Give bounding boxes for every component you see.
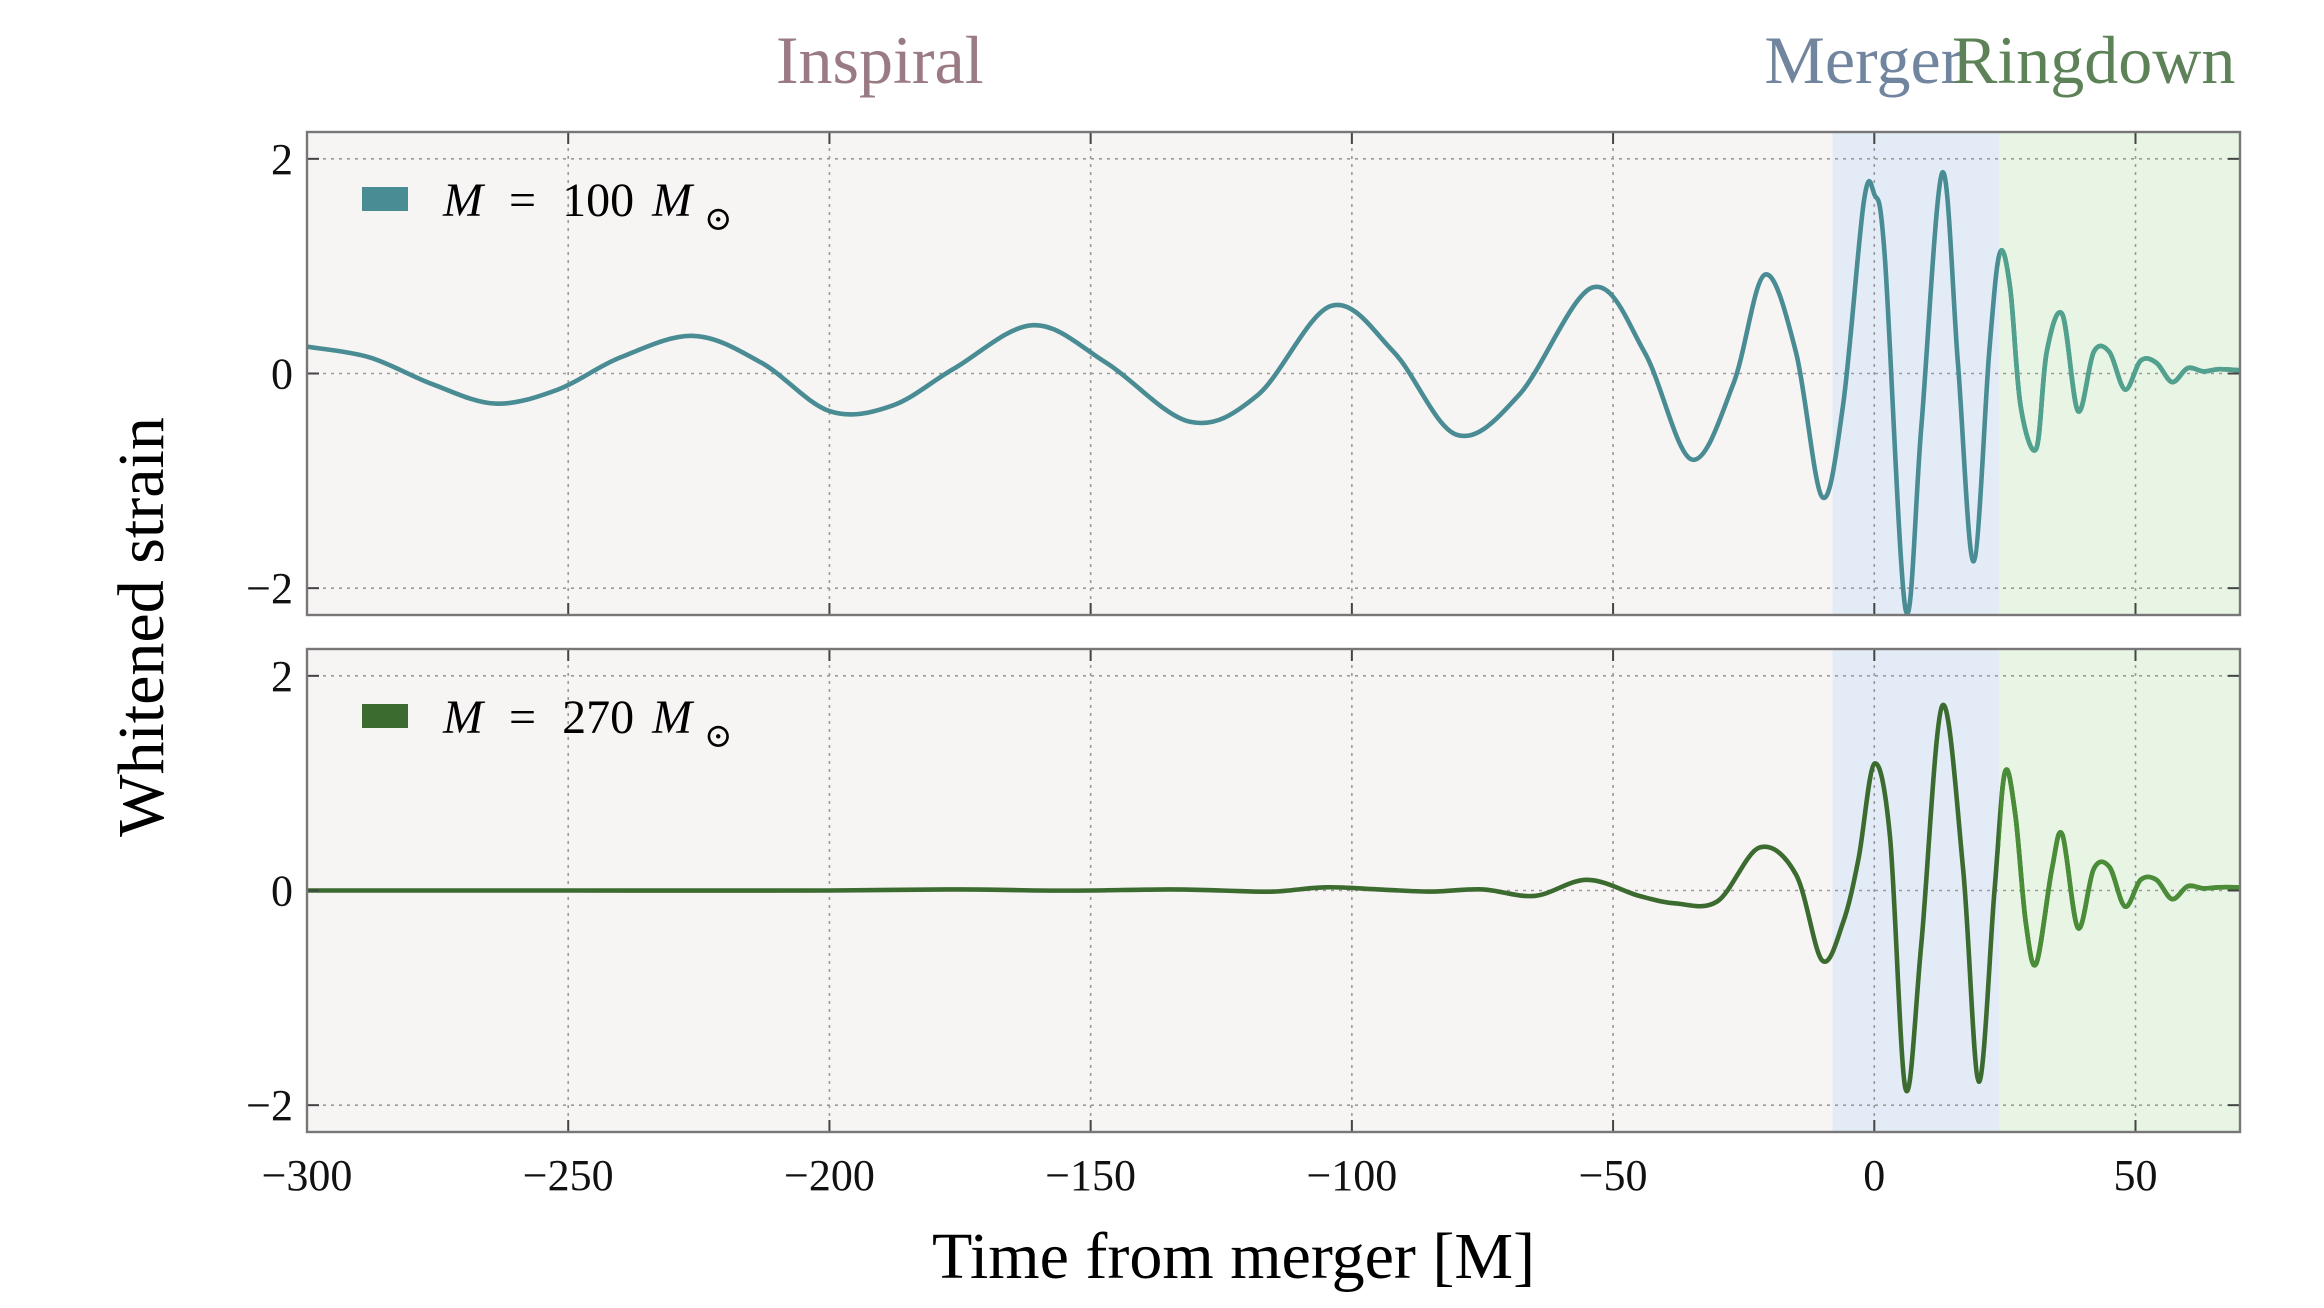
- legend-mass-symbol: M: [442, 174, 486, 227]
- legend-swatch: [362, 704, 408, 728]
- y-tick-label: 0: [271, 867, 293, 916]
- legend-sun-symbol: ⊙: [704, 718, 733, 755]
- top-panel-frame: [305, 130, 2242, 617]
- x-tick-labels: −300 −250 −200 −150 −100 −50 0 50: [262, 1151, 2158, 1200]
- phase-label-merger: Merger: [1764, 22, 1963, 98]
- legend-solar-mass: M: [651, 691, 695, 744]
- y-axis-title: Whitened strain: [105, 417, 178, 837]
- strain-series-ringdown-line: [1999, 248, 2240, 453]
- x-tick-label: −250: [523, 1151, 614, 1200]
- strain-series-ringdown-line: [1999, 767, 2240, 968]
- y-tick-label: 2: [271, 135, 293, 184]
- x-tick-label: −50: [1579, 1151, 1648, 1200]
- x-tick-label: −150: [1045, 1151, 1136, 1200]
- bottom-legend: M = 270 M ⊙: [362, 691, 733, 755]
- top-legend: M = 100 M ⊙: [362, 174, 733, 238]
- y-tick-label: −2: [246, 1081, 293, 1130]
- legend-solar-mass: M: [651, 174, 695, 227]
- legend-mass-value: 100: [562, 174, 634, 227]
- y-tick-label: 0: [271, 350, 293, 399]
- legend-equals: =: [509, 691, 536, 744]
- legend-swatch: [362, 187, 408, 211]
- x-tick-label: 0: [1863, 1151, 1885, 1200]
- x-tick-label: 50: [2114, 1151, 2158, 1200]
- legend-label: M = 270 M ⊙: [442, 691, 733, 755]
- bottom-panel: −2 0 2 M = 270 M ⊙: [246, 647, 2242, 1134]
- top-panel: −2 0 2 M = 100 M ⊙: [246, 130, 2242, 617]
- legend-sun-symbol: ⊙: [704, 201, 733, 238]
- x-axis-title: Time from merger [M]: [932, 1220, 1535, 1293]
- y-tick-label: −2: [246, 564, 293, 613]
- legend-equals: =: [509, 174, 536, 227]
- x-tick-label: −300: [262, 1151, 353, 1200]
- legend-label: M = 100 M ⊙: [442, 174, 733, 238]
- legend-mass-value: 270: [562, 691, 634, 744]
- bottom-panel-frame: [305, 647, 2242, 1134]
- legend-mass-symbol: M: [442, 691, 486, 744]
- y-tick-label: 2: [271, 652, 293, 701]
- phase-label-ringdown: Ringdown: [1952, 22, 2235, 98]
- phase-label-inspiral: Inspiral: [776, 22, 984, 98]
- x-tick-label: −100: [1306, 1151, 1397, 1200]
- x-tick-label: −200: [784, 1151, 875, 1200]
